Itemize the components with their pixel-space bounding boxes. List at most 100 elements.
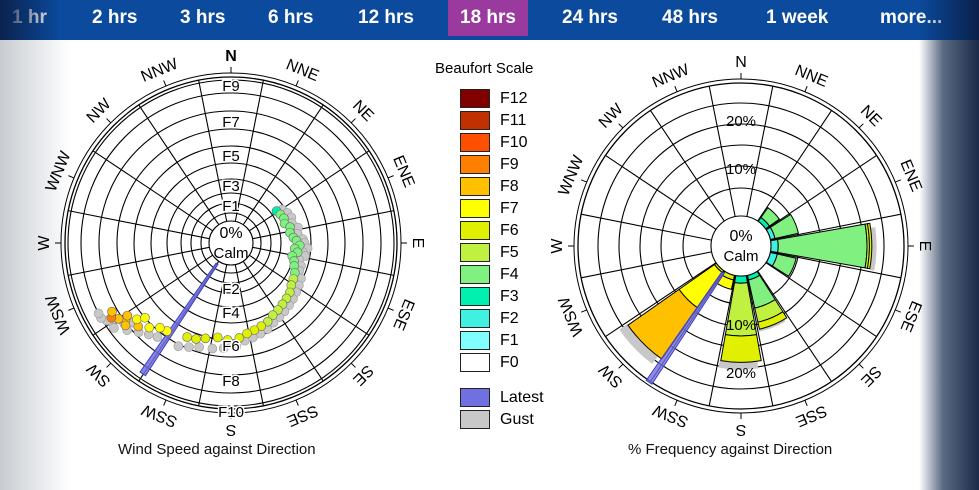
legend-label: F6: [500, 221, 519, 239]
sector-spoke: [252, 246, 394, 276]
legend-label: Gust: [500, 410, 534, 428]
gust-point: [194, 342, 204, 352]
right-chart-title: % Frequency against Direction: [628, 441, 833, 458]
direction-label-nne: NNE: [284, 56, 322, 85]
legend-label: F9: [500, 155, 519, 173]
direction-label-n: N: [735, 54, 747, 71]
legend-label: Latest: [500, 388, 544, 406]
sector-spoke: [581, 213, 712, 241]
tab-6-hrs[interactable]: 6 hrs: [268, 7, 314, 28]
direction-tick: [674, 85, 678, 92]
sector-spoke: [252, 210, 394, 240]
wind-point: [107, 306, 117, 317]
direction-label-ese: ESE: [389, 296, 417, 332]
left-chart-title: Wind Speed against Direction: [118, 441, 316, 458]
legend-title: Beaufort Scale: [435, 60, 534, 77]
sector-spoke: [649, 110, 725, 222]
sector-spoke: [757, 110, 833, 222]
calm-percent: 0%: [219, 225, 242, 242]
legend-label: F12: [500, 89, 528, 107]
direction-label-ssw: SSW: [139, 400, 180, 430]
legend-swatch: [460, 265, 490, 284]
legend-item: F5: [460, 243, 519, 262]
calm-label: Calm: [723, 248, 758, 265]
sector-spoke: [581, 251, 712, 279]
direction-label-nnw: NNW: [650, 61, 693, 92]
gust-point: [184, 342, 194, 352]
tab-12-hrs[interactable]: 12 hrs: [358, 7, 414, 28]
direction-tick: [106, 362, 112, 368]
radial-tick-label: 20%: [726, 113, 756, 130]
legend-item: F9: [460, 155, 519, 174]
tab-3-hrs[interactable]: 3 hrs: [180, 7, 226, 28]
wind-point: [144, 322, 155, 333]
tab-48-hrs[interactable]: 48 hrs: [662, 7, 718, 28]
gust-point: [152, 332, 163, 342]
legend-swatch: [460, 111, 490, 130]
direction-tick: [106, 118, 112, 124]
wind-point: [182, 332, 192, 342]
legend-label: F1: [500, 331, 519, 349]
calm-circle: [710, 215, 772, 277]
gust-point: [231, 341, 242, 352]
direction-tick: [68, 175, 75, 179]
wind-point: [234, 333, 245, 343]
legend-swatch: [460, 221, 490, 240]
frequency-band-f6: [757, 311, 788, 330]
legend-label: F8: [500, 177, 519, 195]
direction-tick: [387, 307, 394, 311]
sector-spoke: [92, 150, 214, 232]
sector-spoke: [248, 150, 370, 232]
calm-label: Calm: [213, 245, 248, 262]
legend-item: F2: [460, 309, 519, 328]
legend-item: F11: [460, 111, 526, 130]
direction-label-ese: ESE: [897, 298, 925, 334]
sector-spoke: [138, 104, 220, 226]
direction-label-nnw: NNW: [139, 55, 182, 86]
gust-point: [207, 343, 218, 354]
radial-tick-label: F1: [222, 198, 240, 215]
frequency-band-f8: [627, 288, 699, 360]
tab-24-hrs[interactable]: 24 hrs: [562, 7, 618, 28]
legend-item: F4: [460, 265, 519, 284]
legend-swatch: [460, 243, 490, 262]
frequency-band-f2: [769, 238, 779, 254]
grid-ring: [200, 212, 262, 274]
frequency-band-f3: [733, 274, 749, 284]
radial-tick-label: F5: [222, 148, 240, 165]
grid-ring: [180, 192, 282, 294]
wind-point: [122, 310, 133, 321]
direction-label-ssw: SSW: [650, 400, 691, 430]
grid-ring: [116, 128, 346, 358]
sector-spoke: [605, 262, 717, 338]
tab-18-hrs[interactable]: 18 hrs: [448, 0, 528, 36]
calm-circle: [208, 220, 254, 266]
frequency-band-f4: [769, 213, 800, 240]
sector-spoke: [708, 275, 736, 406]
legend-swatch: [460, 177, 490, 196]
latest-bar: [645, 271, 725, 385]
grid-ring: [190, 202, 272, 284]
sector-spoke: [242, 260, 324, 382]
radial-tick-label: F10: [218, 404, 244, 421]
wind-point: [120, 320, 131, 331]
legend-label: F11: [500, 111, 527, 129]
gust-point: [93, 308, 104, 319]
tab-1-week[interactable]: 1 week: [766, 7, 829, 28]
calm-percent: 0%: [729, 228, 752, 245]
direction-tick: [68, 307, 75, 311]
wind-point: [267, 310, 278, 321]
legend-label: F0: [500, 353, 519, 371]
direction-label-ene: ENE: [389, 153, 417, 190]
legend-label: F7: [500, 199, 519, 217]
direction-tick: [804, 400, 808, 407]
legend-item: F7: [460, 199, 519, 218]
page-side-shadow-left: [0, 40, 70, 490]
grid-ring: [597, 102, 885, 390]
tab-2-hrs[interactable]: 2 hrs: [92, 7, 138, 28]
sector-spoke: [770, 251, 901, 279]
direction-label-wsw: WSW: [43, 291, 75, 336]
grid-ring: [98, 110, 364, 376]
radial-tick-label: F2: [222, 281, 240, 298]
gust-point: [218, 343, 229, 354]
